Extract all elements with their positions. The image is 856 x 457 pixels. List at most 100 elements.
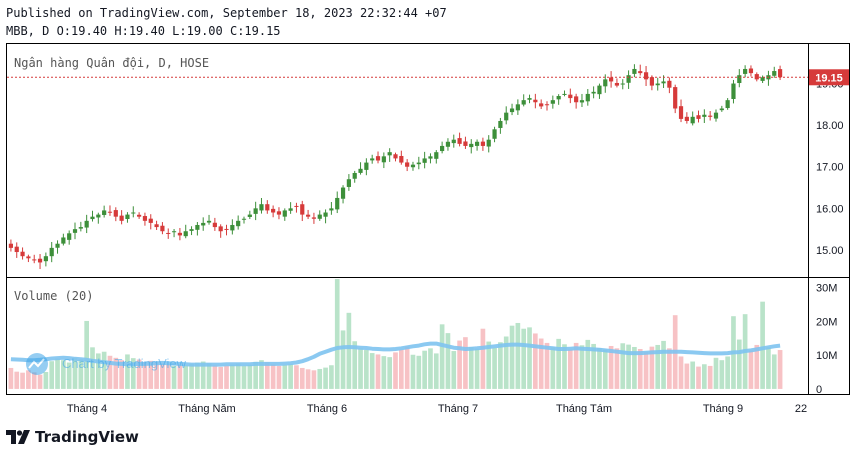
tradingview-logo[interactable]: TradingView <box>6 428 139 446</box>
candle-body <box>509 108 515 113</box>
time-tick-label: Tháng 9 <box>703 403 743 415</box>
volume-bar <box>66 362 72 389</box>
volume-bar <box>439 324 445 389</box>
candle-body <box>160 225 165 232</box>
candle-body <box>597 85 602 95</box>
volume-bar <box>562 344 567 389</box>
candle-body <box>154 224 159 228</box>
volume-bar <box>777 350 783 389</box>
candle-body <box>102 210 107 215</box>
volume-bar <box>299 367 305 389</box>
time-tick-label: Tháng Tám <box>556 403 612 415</box>
candle-body <box>37 258 43 263</box>
candle-body <box>96 214 101 218</box>
volume-bar <box>171 365 177 389</box>
volume-bar <box>259 360 264 389</box>
volume-bar <box>189 363 194 389</box>
volume-bar <box>503 336 509 389</box>
candle-body <box>684 116 689 121</box>
chart-frame <box>6 43 850 395</box>
volume-bar <box>684 363 690 389</box>
volume-bar <box>486 341 492 389</box>
volume-bar <box>107 355 113 389</box>
volume-bar <box>544 342 550 389</box>
footer-logo-text: TradingView <box>35 428 139 446</box>
volume-bar <box>148 360 154 389</box>
candle-body <box>358 168 363 173</box>
volume-bar <box>26 370 31 389</box>
time-tick-label: Tháng 7 <box>438 403 478 415</box>
candle-body <box>265 204 270 211</box>
candle-body <box>614 82 620 86</box>
volume-bar <box>538 338 544 389</box>
candle-body <box>434 152 439 159</box>
volume-bar <box>661 340 666 389</box>
price-tick-label: 17.00 <box>816 162 844 174</box>
candle-body <box>603 79 608 87</box>
chart-title: Ngân hàng Quân đội, D, HOSE <box>14 56 209 70</box>
volume-bar <box>579 345 585 389</box>
volume-bar <box>136 359 142 389</box>
candle-body <box>247 214 252 217</box>
candle-body <box>288 208 293 211</box>
candle-body <box>690 116 695 124</box>
candle-body <box>364 162 369 170</box>
volume-bar <box>387 357 393 389</box>
candle-body <box>125 214 130 220</box>
volume-bar <box>416 355 422 389</box>
candle-body <box>673 87 678 109</box>
candle-body <box>504 112 509 121</box>
volume-bar <box>247 364 253 389</box>
candle-body <box>183 231 188 237</box>
volume-bar <box>760 301 765 389</box>
volume-bar <box>585 339 591 389</box>
volume-bar <box>398 349 404 389</box>
candle-body <box>113 210 118 217</box>
candle-body <box>772 71 777 76</box>
volume-tick-label: 30M <box>816 282 837 294</box>
volume-bar <box>771 354 777 389</box>
tradingview-logo-icon <box>6 430 30 444</box>
candle-body <box>410 164 416 168</box>
volume-bar <box>713 357 719 389</box>
candle-body <box>405 162 410 167</box>
candle-body <box>620 83 625 85</box>
candle-body <box>521 100 526 105</box>
candle-body <box>352 172 357 179</box>
volume-bar <box>637 349 643 389</box>
volume-bar <box>591 343 596 389</box>
volume-bar <box>457 340 462 389</box>
candle-body <box>393 154 398 159</box>
candle-body <box>8 243 14 248</box>
volume-bar <box>352 341 358 389</box>
candle-body <box>119 215 124 221</box>
volume-bar <box>451 351 457 389</box>
volume-bar <box>212 365 218 389</box>
candles <box>8 64 783 270</box>
candle-body <box>451 139 456 144</box>
volume-bar <box>573 342 579 389</box>
candle-body <box>26 256 31 259</box>
candle-body <box>474 141 480 146</box>
candle-body <box>78 227 83 229</box>
volume-bar <box>200 361 206 389</box>
volume-bar <box>43 372 49 389</box>
candle-body <box>177 232 182 236</box>
candle-body <box>661 81 666 84</box>
volume-bar <box>626 344 631 389</box>
candle-body <box>539 103 544 107</box>
volume-bars <box>8 279 783 389</box>
candle-body <box>469 143 474 148</box>
volume-bar <box>498 342 503 389</box>
volume-bar <box>428 348 433 389</box>
volume-axis: 0 10M 20M 30M <box>816 282 837 395</box>
candle-body <box>667 80 672 88</box>
ohlc-line: MBB, D O:19.40 H:19.40 L:19.00 C:19.15 <box>6 24 281 38</box>
candle-body <box>731 83 736 100</box>
volume-bar <box>253 361 258 389</box>
candle-body <box>317 214 322 219</box>
time-axis: Tháng 4 Tháng Năm Tháng 6 Tháng 7 Tháng Tám T… <box>67 403 807 415</box>
volume-bar <box>369 353 375 389</box>
